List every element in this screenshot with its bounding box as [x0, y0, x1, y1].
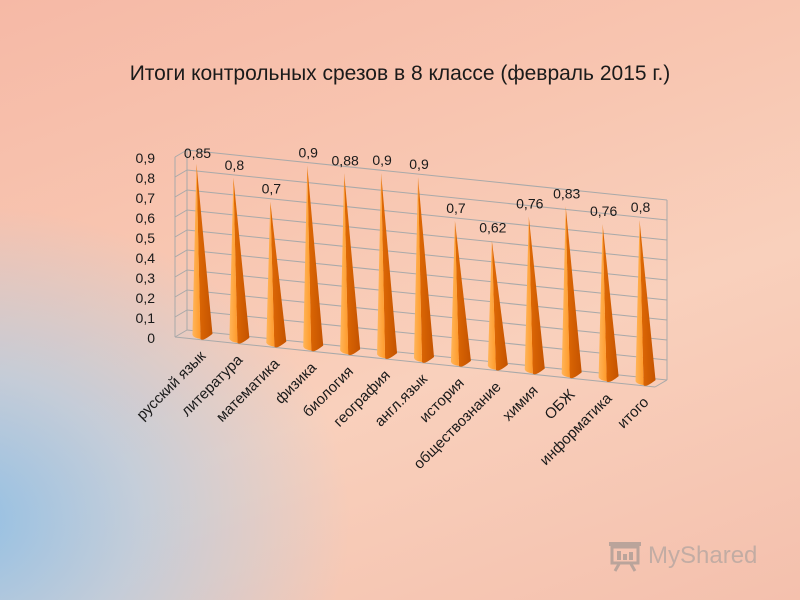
bar-shadow-face — [233, 177, 250, 344]
side-grid-line — [174, 209, 188, 218]
y-tick-label: 0,8 — [136, 170, 156, 186]
data-label: 0,9 — [409, 156, 429, 172]
side-grid-line — [174, 309, 188, 318]
floor-front-edge — [174, 336, 656, 388]
grid-line — [186, 149, 668, 201]
floor-right-edge — [654, 379, 668, 388]
y-tick-label: 0,4 — [136, 250, 156, 266]
bar-light-face — [561, 206, 570, 378]
chart-title: Итоги контрольных срезов в 8 классе (фев… — [129, 62, 671, 85]
data-label: 0,76 — [516, 196, 543, 212]
bar-shadow-face — [491, 240, 508, 371]
y-tick-label: 0,3 — [136, 270, 156, 286]
x-tick-label: итого — [614, 394, 652, 432]
bar-light-face — [340, 173, 349, 355]
bar-shadow-face — [381, 173, 398, 359]
y-tick-label: 0,9 — [136, 150, 156, 166]
x-tick-label: химия — [499, 382, 541, 424]
bar-2 — [266, 201, 287, 348]
watermark-text: MyShared — [648, 542, 758, 569]
bar-shadow-face — [639, 220, 656, 386]
bar-light-face — [414, 177, 422, 362]
data-label: 0,8 — [631, 199, 651, 215]
bar-8 — [487, 240, 508, 371]
y-tick-label: 0 — [147, 330, 155, 346]
grid-line — [186, 249, 668, 301]
bar-light-face — [487, 240, 496, 370]
bar-shadow-face — [307, 165, 324, 352]
data-label: 0,83 — [553, 185, 580, 201]
bar-9 — [524, 216, 545, 375]
bar-shadow-face — [454, 220, 471, 367]
data-label: 0,9 — [372, 152, 392, 168]
bar-5 — [377, 173, 398, 359]
x-tick-label: информатика — [537, 390, 616, 469]
side-grid-line — [174, 269, 188, 278]
bar-shadow-face — [270, 201, 287, 348]
grid-line — [186, 209, 668, 261]
bar-light-face — [524, 216, 533, 374]
side-grid-line — [174, 289, 188, 298]
data-label: 0,85 — [184, 145, 211, 161]
data-label: 0,62 — [479, 220, 506, 236]
bar-light-face — [598, 224, 607, 382]
bar-3 — [303, 165, 324, 352]
bar-light-face — [192, 163, 201, 339]
x-tick-label: ОБЖ — [541, 386, 578, 423]
y-tick-label: 0,7 — [136, 190, 156, 206]
bar-11 — [598, 224, 619, 383]
side-grid-line — [174, 249, 188, 258]
bar-shadow-face — [344, 173, 361, 356]
bar-shadow-face — [528, 216, 545, 375]
side-grid-line — [174, 189, 188, 198]
bar-light-face — [450, 220, 459, 366]
grid-line — [186, 169, 668, 221]
y-tick-label: 0,2 — [136, 290, 156, 306]
grid-line — [186, 189, 668, 241]
presentation-board-icon — [609, 542, 641, 572]
bar-6 — [414, 177, 434, 363]
bar-7 — [450, 220, 471, 367]
bars-layer — [192, 163, 656, 386]
data-label: 0,88 — [332, 152, 359, 168]
side-grid-line — [174, 149, 188, 158]
side-grid-line — [174, 229, 188, 238]
data-label: 0,7 — [446, 200, 466, 216]
bar-light-face — [266, 201, 275, 347]
data-label: 0,9 — [298, 144, 318, 160]
bar-10 — [561, 206, 582, 379]
grid-line — [186, 229, 668, 281]
data-label: 0,8 — [225, 157, 245, 173]
bar-0 — [192, 163, 213, 340]
side-grid-line — [174, 169, 188, 178]
bar-shadow-face — [418, 177, 434, 363]
bar-light-face — [229, 177, 238, 343]
bar-light-face — [635, 220, 644, 386]
bar-12 — [635, 220, 656, 386]
bar-4 — [340, 173, 361, 356]
y-tick-label: 0,6 — [136, 210, 156, 226]
bar-light-face — [377, 173, 386, 359]
y-tick-label: 0,1 — [136, 310, 156, 326]
data-label: 0,76 — [590, 203, 617, 219]
bar-shadow-face — [602, 224, 619, 383]
bar-light-face — [303, 165, 312, 351]
x-tick-label: русский язык — [133, 347, 209, 423]
bar-shadow-face — [196, 163, 213, 340]
bar-shadow-face — [565, 206, 582, 379]
y-tick-label: 0,5 — [136, 230, 156, 246]
watermark-logo: MyShared — [606, 536, 776, 576]
grid-layer — [174, 149, 668, 388]
bar-1 — [229, 177, 250, 344]
data-label: 0,7 — [262, 181, 282, 197]
side-grid-line — [174, 329, 188, 338]
